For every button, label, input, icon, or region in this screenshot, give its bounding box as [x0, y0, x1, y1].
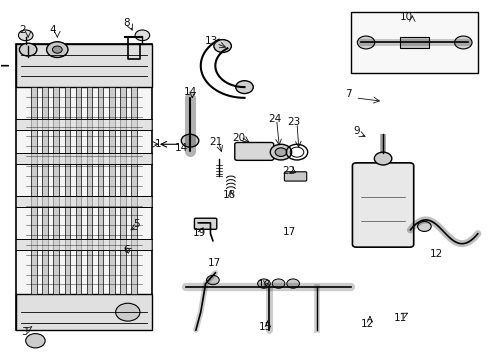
Circle shape	[235, 81, 253, 94]
Circle shape	[213, 40, 231, 53]
Text: 22: 22	[282, 166, 295, 176]
Bar	[351, 12, 477, 73]
Circle shape	[417, 221, 430, 231]
Text: 12: 12	[429, 249, 442, 259]
Bar	[53, 87, 59, 294]
Circle shape	[272, 279, 285, 288]
Bar	[16, 294, 152, 330]
Bar	[109, 87, 114, 294]
Text: 5: 5	[133, 219, 140, 229]
Text: 10: 10	[399, 13, 412, 22]
Text: 8: 8	[123, 18, 130, 28]
Text: 17: 17	[207, 258, 221, 268]
FancyBboxPatch shape	[352, 163, 413, 247]
Text: 14: 14	[183, 87, 196, 98]
Text: 4: 4	[49, 25, 56, 35]
Circle shape	[357, 36, 374, 49]
Circle shape	[286, 279, 299, 288]
Circle shape	[52, 46, 62, 53]
Bar	[87, 87, 92, 294]
Text: 13: 13	[204, 36, 218, 46]
FancyBboxPatch shape	[194, 218, 216, 229]
Circle shape	[19, 30, 33, 41]
Text: 20: 20	[232, 133, 244, 143]
Text: 7: 7	[344, 89, 351, 99]
Circle shape	[257, 279, 270, 288]
Circle shape	[135, 30, 149, 41]
Text: 17: 17	[282, 227, 295, 237]
Circle shape	[373, 152, 391, 165]
Bar	[16, 119, 152, 130]
Text: 11: 11	[393, 312, 406, 323]
Text: 14: 14	[174, 143, 187, 153]
Circle shape	[116, 303, 140, 321]
Text: 9: 9	[352, 126, 359, 136]
FancyBboxPatch shape	[234, 143, 273, 160]
Text: 3: 3	[21, 327, 28, 337]
Circle shape	[181, 134, 199, 147]
Text: 1: 1	[154, 139, 161, 149]
Bar	[16, 44, 152, 87]
Circle shape	[270, 144, 291, 160]
Bar	[131, 87, 137, 294]
Circle shape	[454, 36, 471, 49]
Bar	[98, 87, 103, 294]
Text: 24: 24	[267, 113, 281, 123]
Text: 21: 21	[209, 138, 223, 148]
FancyBboxPatch shape	[284, 172, 306, 181]
Bar	[16, 153, 152, 164]
Circle shape	[206, 275, 219, 285]
Circle shape	[275, 148, 286, 157]
Text: 15: 15	[258, 322, 271, 332]
Bar	[76, 87, 81, 294]
Text: 6: 6	[123, 245, 130, 255]
Text: 16: 16	[257, 280, 270, 291]
Circle shape	[26, 334, 45, 348]
Text: 23: 23	[287, 117, 300, 127]
Text: 18: 18	[222, 190, 235, 200]
Bar	[399, 37, 428, 48]
Bar	[42, 87, 48, 294]
Circle shape	[20, 43, 37, 56]
Bar	[31, 87, 37, 294]
Bar	[64, 87, 70, 294]
Text: 19: 19	[193, 228, 206, 238]
Circle shape	[46, 42, 68, 58]
Bar	[16, 44, 152, 330]
Text: 12: 12	[360, 319, 373, 329]
Bar	[16, 239, 152, 249]
Text: 2: 2	[19, 25, 25, 35]
Bar	[120, 87, 125, 294]
Bar	[16, 196, 152, 207]
